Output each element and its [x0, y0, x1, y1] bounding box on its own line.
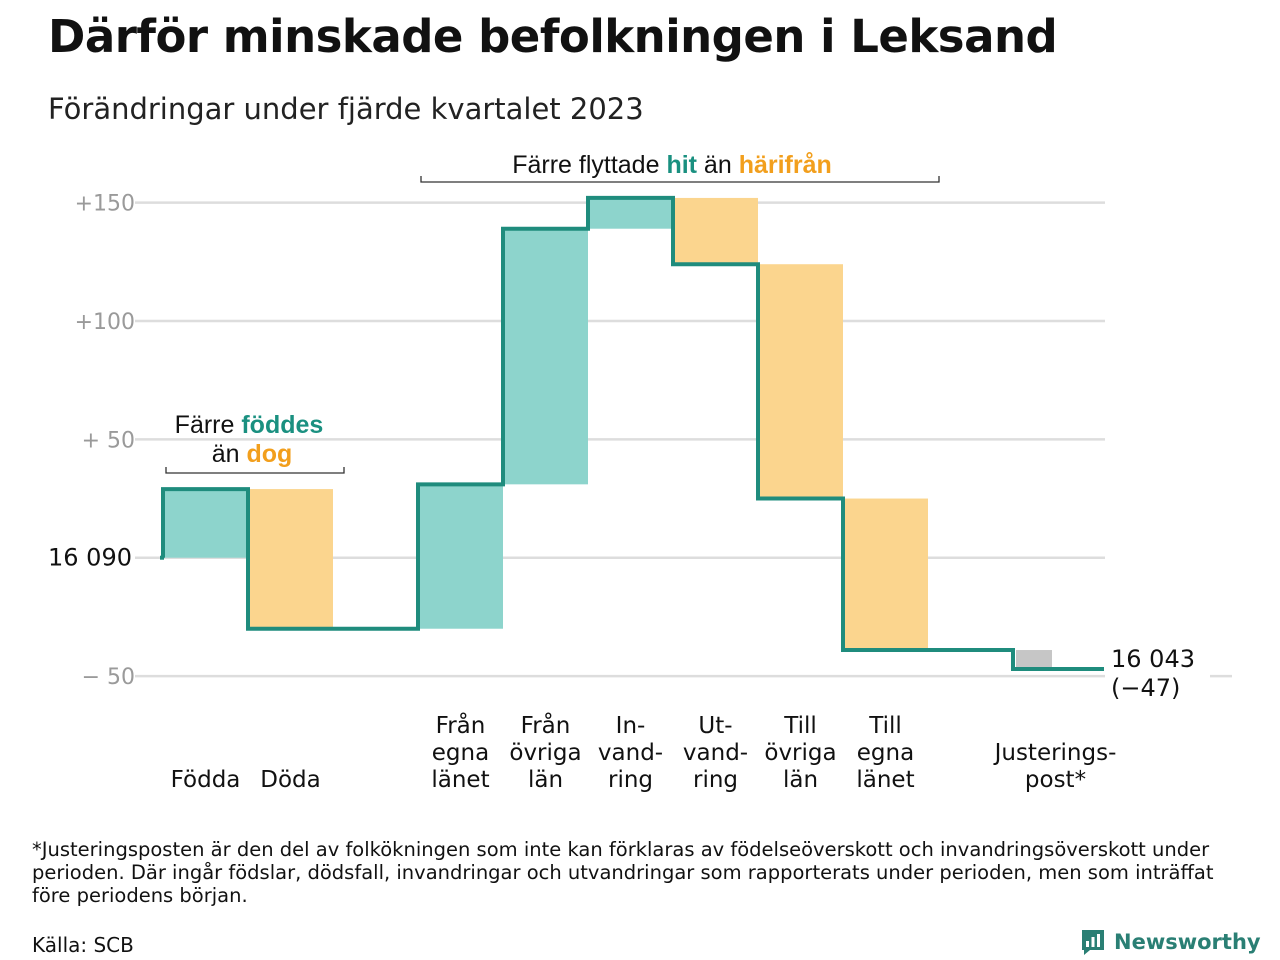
chart-subtitle: Förändringar under fjärde kvartalet 2023 [48, 92, 644, 126]
bar-1 [248, 489, 333, 629]
category-label-7-0: Till [783, 713, 817, 739]
end-change-label: (−47) [1111, 674, 1180, 702]
category-label-3-1: egna [432, 740, 489, 766]
bar-4 [503, 228, 588, 485]
births-bracket [165, 467, 345, 474]
category-label-0-0: Födda [171, 767, 241, 793]
category-label-8-2: länet [856, 767, 914, 793]
bar-7 [758, 264, 843, 499]
category-label-8-0: Till [868, 713, 902, 739]
category-label-5-0: In- [616, 713, 646, 739]
y-tick-label-1: +100 [75, 310, 135, 335]
category-label-7-2: län [783, 767, 818, 793]
category-label-5-1: vand- [598, 740, 663, 766]
category-label-8-1: egna [857, 740, 914, 766]
births-annotation-line2: än dog [212, 440, 293, 468]
start-value-label: 16 090 [48, 544, 132, 572]
category-label-3-2: länet [431, 767, 489, 793]
bar-0 [163, 489, 248, 558]
footnote: *Justeringsposten är den del av folkökni… [32, 838, 1214, 907]
category-label-6-2: ring [693, 767, 738, 793]
category-label-4-2: län [528, 767, 563, 793]
y-tick-label-4: − 50 [82, 665, 135, 690]
brand-name: Newsworthy [1114, 930, 1261, 954]
births-annotation-line1: Färre föddes [175, 411, 324, 439]
bar-10 [1016, 650, 1052, 669]
category-label-1-0: Döda [260, 767, 320, 793]
category-label-4-0: Från [521, 711, 571, 739]
bar-5 [588, 197, 673, 229]
end-value-label: 16 043 [1111, 645, 1195, 673]
migration-annotation: Färre flyttade hit än härifrån [512, 151, 832, 179]
category-label-3-0: Från [436, 711, 486, 739]
category-label-10-1: post* [1025, 767, 1086, 793]
bar-3 [418, 484, 503, 629]
newsworthy-logo-icon [1082, 930, 1104, 955]
category-label-7-1: övriga [764, 740, 836, 766]
bar-6 [673, 197, 758, 265]
bar-8 [843, 498, 928, 651]
category-label-5-2: ring [608, 767, 653, 793]
brand-logo: Newsworthy [1080, 928, 1261, 956]
category-label-6-0: Ut- [698, 713, 732, 739]
category-label-4-1: övriga [509, 740, 581, 766]
chart-title: Därför minskade befolkningen i Leksand [48, 10, 1058, 63]
migration-bracket [420, 176, 940, 183]
running-total-line [161, 195, 1104, 671]
source-label: Källa: SCB [32, 933, 134, 957]
y-tick-label-0: +150 [75, 192, 135, 217]
y-tick-label-2: + 50 [82, 428, 135, 453]
category-label-10-0: Justerings- [993, 740, 1117, 766]
category-label-6-1: vand- [683, 740, 748, 766]
